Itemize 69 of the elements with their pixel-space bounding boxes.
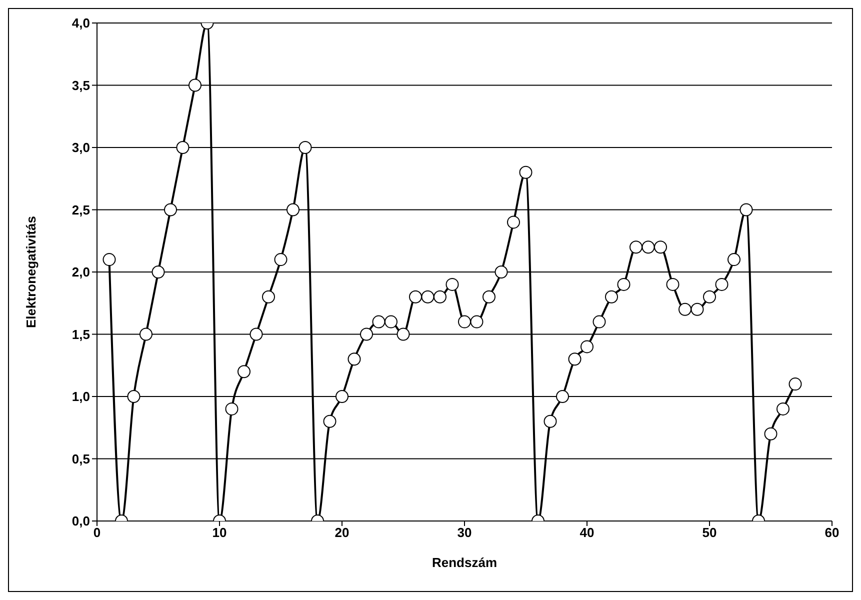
point (617, 278, 630, 291)
point (519, 166, 532, 179)
point (740, 203, 753, 216)
point (384, 315, 398, 328)
point (764, 427, 778, 440)
point (690, 302, 704, 316)
point (348, 352, 361, 366)
y-tick-label: 3,5 (72, 78, 90, 93)
point (642, 240, 655, 254)
point (164, 203, 177, 216)
x-tick-label: 50 (702, 525, 717, 540)
point (225, 402, 238, 416)
y-tick-label: 3,0 (72, 140, 90, 156)
point (776, 402, 790, 416)
point (592, 315, 606, 328)
point (482, 290, 496, 304)
x-tick-label: 0 (93, 525, 101, 540)
point (409, 290, 422, 304)
point (250, 328, 263, 341)
point (728, 253, 740, 266)
x-tick-label: 20 (334, 525, 350, 540)
point (396, 328, 410, 341)
point (605, 290, 618, 304)
point (298, 141, 312, 154)
point (715, 278, 728, 291)
point (176, 141, 190, 154)
point (580, 340, 594, 354)
x-axis-title: Rendszám (432, 555, 498, 570)
point (494, 266, 508, 278)
point (127, 390, 140, 403)
y-tick-label: 1,5 (72, 326, 90, 342)
point (262, 290, 275, 304)
x-tick-label: 40 (580, 525, 594, 540)
point (421, 290, 434, 304)
point (568, 352, 582, 366)
point (654, 240, 667, 254)
x-tick-label: 10 (212, 525, 227, 540)
point (102, 253, 116, 266)
point (336, 390, 348, 403)
point (678, 302, 692, 316)
point (630, 240, 642, 254)
point (507, 216, 520, 229)
point (188, 78, 202, 92)
y-tick-label: 0,0 (72, 514, 90, 529)
y-tick-label: 4,0 (72, 16, 90, 31)
point (544, 414, 557, 428)
point (556, 390, 569, 403)
point (434, 290, 446, 304)
y-tick-label: 0,5 (72, 451, 90, 466)
point (323, 414, 336, 428)
point (788, 378, 802, 391)
y-tick-label: 2,5 (72, 202, 90, 218)
y-tick-label: 2,0 (72, 264, 90, 280)
x-tick-label: 60 (824, 525, 840, 540)
point (446, 278, 459, 291)
point (666, 278, 680, 291)
x-tick-label: 30 (457, 525, 472, 540)
y-tick-label: 1,0 (72, 389, 90, 404)
point (703, 290, 716, 304)
point (286, 203, 300, 216)
point (458, 315, 471, 328)
point (274, 253, 288, 266)
point (140, 328, 152, 341)
point (238, 365, 250, 378)
y-axis-title: Elektronegativitás (24, 216, 39, 328)
point (152, 266, 165, 278)
point (470, 315, 484, 328)
point (372, 315, 386, 328)
point (360, 328, 373, 341)
